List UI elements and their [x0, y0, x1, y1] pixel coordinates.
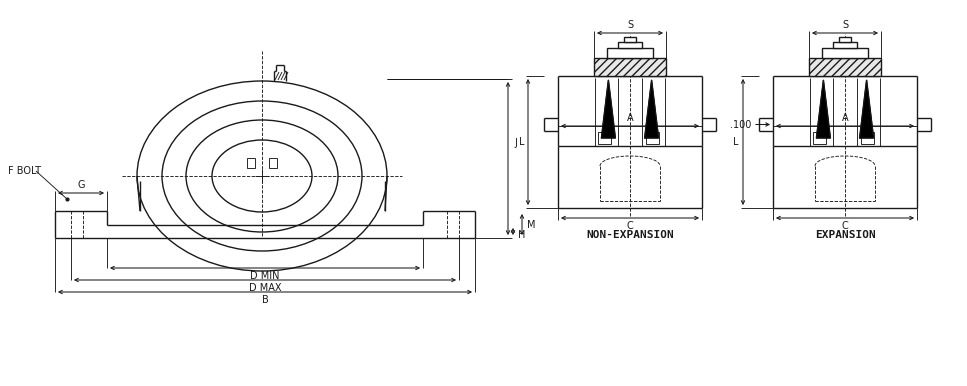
Bar [812, 132, 826, 144]
Polygon shape [645, 80, 659, 138]
Bar [809, 58, 881, 76]
Text: L: L [518, 137, 524, 147]
Text: EXPANSION: EXPANSION [814, 230, 875, 240]
Text: A: A [841, 113, 848, 123]
Polygon shape [601, 80, 615, 138]
Text: B: B [262, 295, 269, 305]
Text: L: L [734, 137, 739, 147]
Bar [598, 132, 610, 144]
Text: NON-EXPANSION: NON-EXPANSION [586, 230, 674, 240]
Bar [834, 42, 857, 48]
Bar [269, 158, 277, 168]
Text: C: C [841, 221, 848, 231]
Bar [594, 58, 666, 76]
Text: F BOLT: F BOLT [8, 166, 41, 176]
Bar [624, 37, 636, 42]
Bar [822, 48, 868, 58]
Text: D MIN: D MIN [250, 271, 279, 281]
Bar [862, 132, 874, 144]
Bar [838, 37, 852, 42]
Text: G: G [77, 180, 85, 190]
Text: C: C [627, 221, 633, 231]
Bar [247, 158, 255, 168]
Text: A: A [627, 113, 633, 123]
Bar [646, 132, 659, 144]
Bar [619, 42, 641, 48]
Text: .100: .100 [730, 120, 751, 129]
Text: S: S [842, 20, 848, 30]
Polygon shape [816, 80, 831, 138]
Text: S: S [627, 20, 633, 30]
Text: M: M [527, 220, 536, 230]
Text: J: J [514, 139, 517, 149]
Text: H: H [518, 230, 525, 240]
Polygon shape [860, 80, 873, 138]
Text: D MAX: D MAX [249, 283, 281, 293]
Bar [606, 48, 654, 58]
